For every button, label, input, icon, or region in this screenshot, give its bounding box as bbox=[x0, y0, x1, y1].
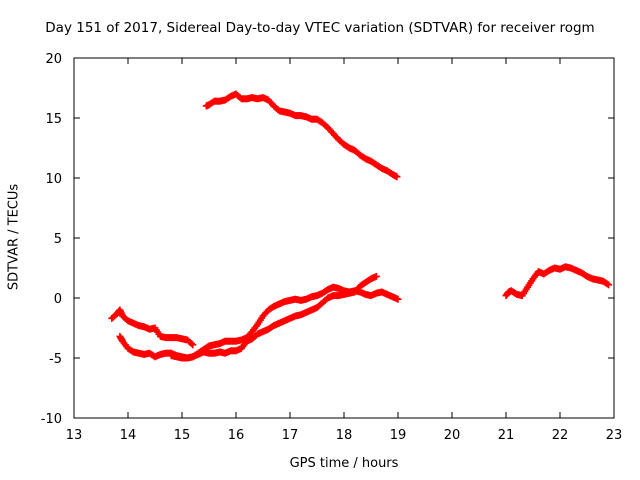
data-point bbox=[393, 173, 401, 181]
x-tick-label: 20 bbox=[444, 428, 461, 443]
plot-border bbox=[73, 57, 615, 419]
y-tick-label: 15 bbox=[45, 112, 62, 127]
x-tick-label: 15 bbox=[174, 428, 191, 443]
series-track-a bbox=[108, 306, 197, 349]
y-tick-label: -5 bbox=[49, 352, 62, 367]
data-point bbox=[394, 295, 402, 303]
data-point bbox=[372, 272, 380, 280]
plot-frame bbox=[73, 57, 615, 419]
x-tick-label: 23 bbox=[606, 428, 623, 443]
x-axis-ticks: 13 14 15 16 17 18 19 20 21 22 23 bbox=[66, 58, 623, 443]
x-tick-label: 13 bbox=[66, 428, 83, 443]
data-points bbox=[108, 90, 613, 362]
x-tick-label: 18 bbox=[336, 428, 353, 443]
x-tick-label: 17 bbox=[282, 428, 299, 443]
y-tick-label: 0 bbox=[54, 292, 62, 307]
series-track-e bbox=[502, 263, 613, 300]
y-tick-label: -10 bbox=[41, 412, 62, 427]
series-track-d bbox=[202, 90, 401, 181]
x-tick-label: 22 bbox=[552, 428, 569, 443]
y-axis-label: SDTVAR / TECUs bbox=[6, 183, 22, 291]
data-point bbox=[189, 341, 197, 349]
data-point bbox=[603, 280, 611, 288]
x-axis-label: GPS time / hours bbox=[289, 456, 399, 471]
data-point bbox=[605, 281, 613, 289]
x-tick-label: 19 bbox=[390, 428, 407, 443]
series-track-c bbox=[167, 283, 402, 362]
y-tick-label: 10 bbox=[45, 172, 62, 187]
x-tick-label: 16 bbox=[228, 428, 245, 443]
y-tick-label: 20 bbox=[45, 52, 62, 67]
y-axis-ticks: -10 -5 0 5 10 15 20 bbox=[41, 52, 614, 427]
data-point bbox=[187, 340, 195, 348]
x-tick-label: 21 bbox=[498, 428, 515, 443]
chart-title: Day 151 of 2017, Sidereal Day-to-day VTE… bbox=[45, 20, 595, 36]
y-tick-label: 5 bbox=[54, 232, 62, 247]
x-tick-label: 14 bbox=[120, 428, 137, 443]
